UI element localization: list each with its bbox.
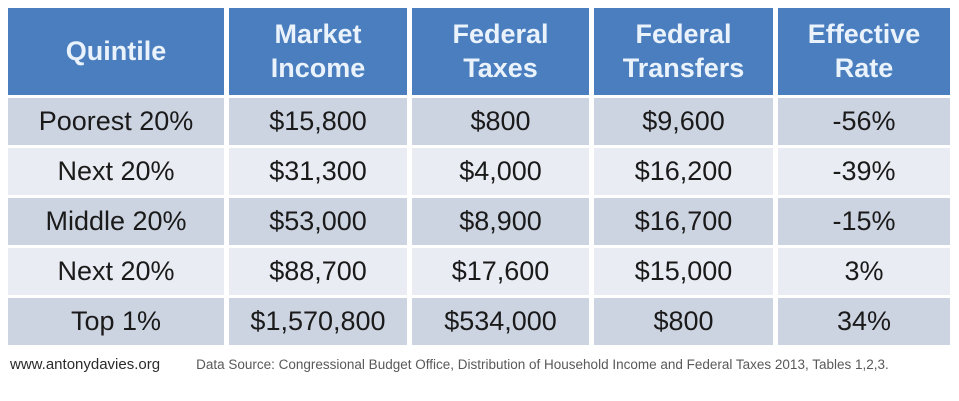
table-cell-income: $1,570,800 bbox=[229, 298, 407, 345]
table-cell-quintile: Poorest 20% bbox=[8, 98, 224, 145]
table-cell-quintile: Next 20% bbox=[8, 148, 224, 195]
table-cell-rate: -39% bbox=[778, 148, 950, 195]
table-row: Next 20% $88,700 $17,600 $15,000 3% bbox=[8, 248, 950, 295]
column-header-federal-transfers: Federal Transfers bbox=[594, 8, 773, 95]
table-cell-transfers: $16,200 bbox=[594, 148, 773, 195]
table-cell-taxes: $17,600 bbox=[412, 248, 589, 295]
table-cell-taxes: $8,900 bbox=[412, 198, 589, 245]
data-source-text: Data Source: Congressional Budget Office… bbox=[196, 357, 889, 372]
column-header-quintile: Quintile bbox=[8, 8, 224, 95]
table-cell-income: $53,000 bbox=[229, 198, 407, 245]
table-cell-rate: 34% bbox=[778, 298, 950, 345]
header-row: Quintile Market Income Federal Taxes Fed… bbox=[8, 8, 950, 95]
income-tax-table: Quintile Market Income Federal Taxes Fed… bbox=[3, 5, 955, 348]
column-header-federal-taxes: Federal Taxes bbox=[412, 8, 589, 95]
table-cell-transfers: $800 bbox=[594, 298, 773, 345]
table-cell-taxes: $800 bbox=[412, 98, 589, 145]
table-cell-income: $31,300 bbox=[229, 148, 407, 195]
column-header-effective-rate: Effective Rate bbox=[778, 8, 950, 95]
table-cell-quintile: Middle 20% bbox=[8, 198, 224, 245]
table-cell-taxes: $4,000 bbox=[412, 148, 589, 195]
website-text: www.antonydavies.org bbox=[10, 356, 161, 373]
table-cell-rate: -56% bbox=[778, 98, 950, 145]
table-cell-rate: 3% bbox=[778, 248, 950, 295]
table-row: Poorest 20% $15,800 $800 $9,600 -56% bbox=[8, 98, 950, 145]
table-cell-quintile: Next 20% bbox=[8, 248, 224, 295]
footer: www.antonydavies.org Data Source: Congre… bbox=[10, 356, 951, 373]
table-cell-taxes: $534,000 bbox=[412, 298, 589, 345]
table-cell-transfers: $9,600 bbox=[594, 98, 773, 145]
table-row: Middle 20% $53,000 $8,900 $16,700 -15% bbox=[8, 198, 950, 245]
table-row: Top 1% $1,570,800 $534,000 $800 34% bbox=[8, 298, 950, 345]
table-cell-transfers: $16,700 bbox=[594, 198, 773, 245]
table-cell-transfers: $15,000 bbox=[594, 248, 773, 295]
table-row: Next 20% $31,300 $4,000 $16,200 -39% bbox=[8, 148, 950, 195]
table-cell-quintile: Top 1% bbox=[8, 298, 224, 345]
table-cell-rate: -15% bbox=[778, 198, 950, 245]
table-cell-income: $88,700 bbox=[229, 248, 407, 295]
column-header-market-income: Market Income bbox=[229, 8, 407, 95]
table-cell-income: $15,800 bbox=[229, 98, 407, 145]
